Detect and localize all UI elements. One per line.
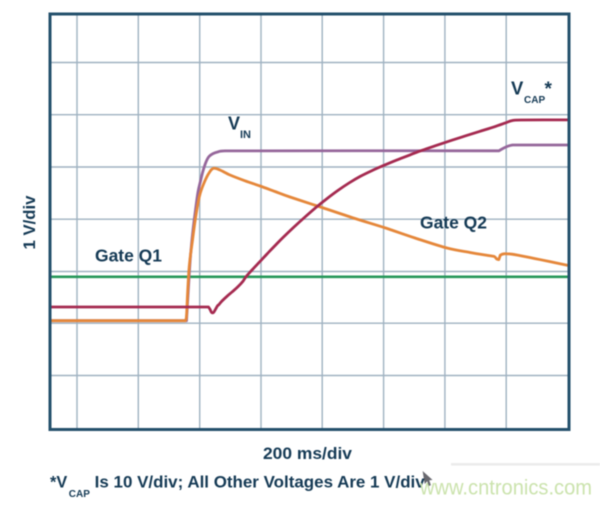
svg-text:V: V	[511, 78, 524, 99]
svg-text:Gate Q2: Gate Q2	[420, 213, 487, 233]
svg-text:V: V	[228, 114, 240, 134]
svg-text:200 ms/div: 200 ms/div	[263, 444, 353, 463]
svg-text:Is 10 V/div; All Other Voltage: Is 10 V/div; All Other Voltages Are 1 V/…	[95, 474, 425, 492]
svg-text:CAP: CAP	[69, 489, 90, 500]
svg-text:CAP: CAP	[524, 95, 545, 106]
svg-text:IN: IN	[240, 129, 251, 141]
svg-text:*V: *V	[50, 474, 67, 492]
svg-text:Gate Q1: Gate Q1	[95, 246, 162, 266]
svg-text:*: *	[545, 79, 553, 100]
svg-text:1 V/div: 1 V/div	[20, 195, 39, 250]
svg-text:www.cntronics.com: www.cntronics.com	[419, 476, 592, 500]
